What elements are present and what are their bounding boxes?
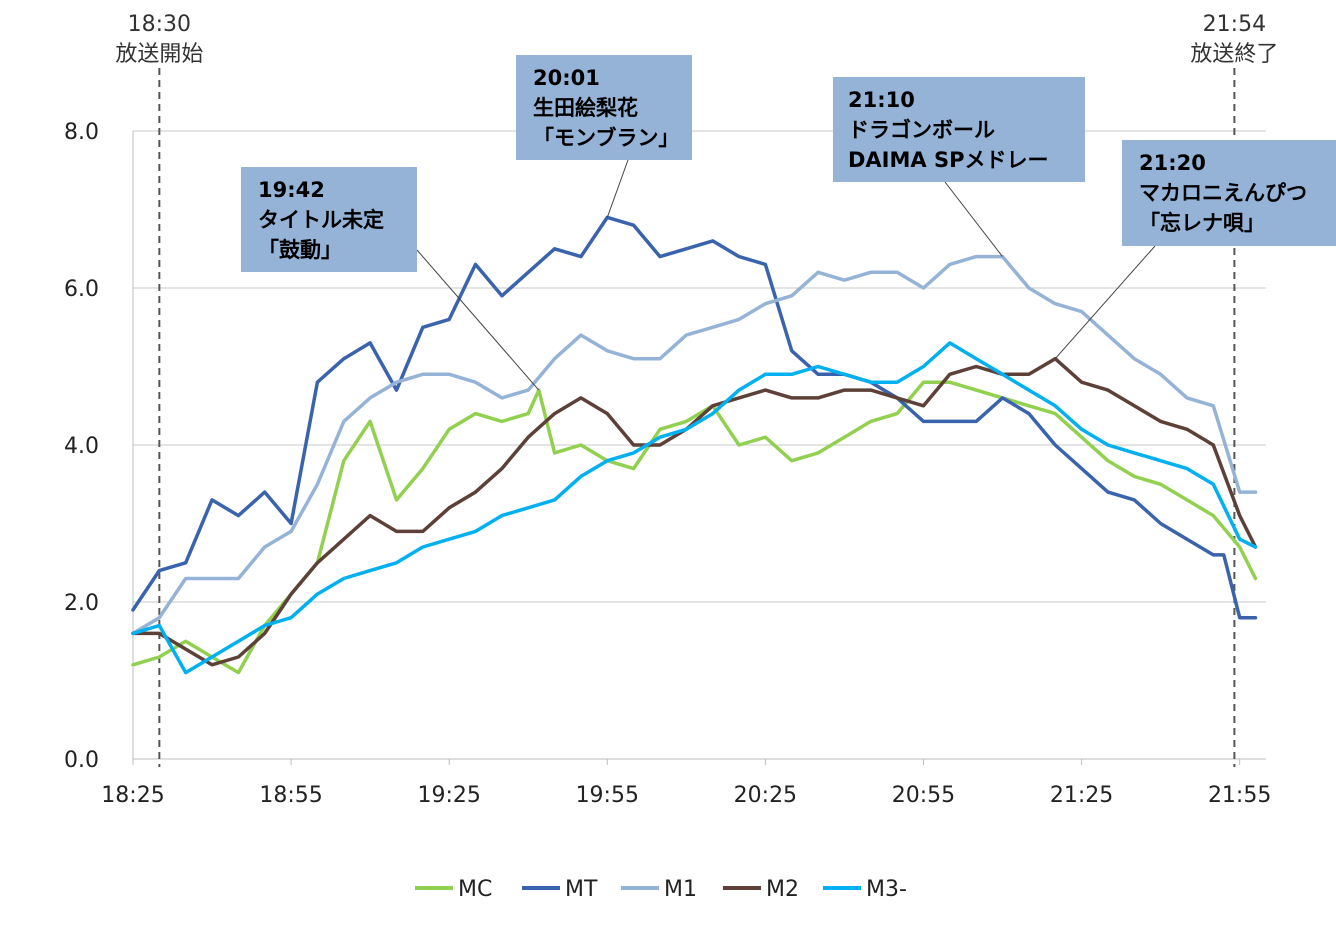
legend: MC MT M1 M2 M3- [415,877,907,902]
event-marker-time: 21:54 [1203,12,1266,37]
annotation-text: ドラゴンボール [848,118,995,142]
event-markers: 18:30 放送開始 21:54 放送終了 [115,12,1278,767]
y-tick-label: 4.0 [64,434,99,459]
annotation-box [241,167,417,272]
series-line-mt [131,215,1258,620]
annotation-text: 21:20 [1139,151,1206,175]
annotation-text: マカロニえんぴつ [1139,181,1307,205]
series-line-mc [131,380,1258,675]
annotation-box [833,77,1085,182]
annotation-text: 19:42 [258,178,325,202]
annotation-box [516,55,692,160]
x-tick-label: 18:55 [259,783,322,808]
series-line-m3 [131,341,1258,675]
series-line-m2 [131,356,1258,667]
legend-label: M2 [766,877,799,902]
event-marker-label: 放送終了 [1190,42,1278,67]
x-tick-label: 18:25 [101,783,164,808]
x-tick-label: 21:25 [1050,783,1113,808]
x-tick-label: 19:55 [576,783,639,808]
annotation-box [1122,140,1336,246]
annotation-leader-line [1054,245,1156,360]
annotation-leader-line [606,159,629,218]
annotation-text: タイトル未定 [258,208,384,232]
annotation-leader-line [944,181,1003,257]
annotation-text: 「忘レナ唄」 [1139,211,1265,235]
annotation-leader-line [416,249,540,391]
series-lines [131,215,1258,675]
y-tick-label: 2.0 [64,591,99,616]
legend-label: MC [458,877,492,902]
y-tick-label: 8.0 [64,120,99,145]
y-tick-label: 0.0 [64,748,99,773]
event-marker-label: 放送開始 [115,42,203,67]
annotation-text: 21:10 [848,88,915,112]
event-marker-time: 18:30 [128,12,191,37]
y-tick-label: 6.0 [64,277,99,302]
x-tick-label: 20:25 [734,783,797,808]
legend-label: M3- [866,877,907,902]
annotations: 19:42 タイトル未定「鼓動」 20:01 生田絵梨花「モンブラン」 21:10 ドラゴ… [241,55,1336,272]
annotation-text: 生田絵梨花 [533,96,638,120]
legend-label: M1 [664,877,697,902]
x-tick-label: 19:25 [417,783,480,808]
annotation-text: 「モンブラン」 [533,126,679,150]
x-tick-label: 20:55 [892,783,955,808]
legend-label: MT [565,877,598,902]
annotation-text: 「鼓動」 [258,238,342,262]
axes: 0.0 2.0 4.0 6.0 8.0 18:25 18:55 19:25 19:55 20:25… [64,120,1271,808]
annotation-text: DAIMA SPメドレー [848,148,1048,172]
series-line-m1 [131,254,1258,636]
annotation-text: 20:01 [533,66,600,90]
annotation-leaders [416,159,1156,391]
x-tick-label: 21:55 [1208,783,1271,808]
